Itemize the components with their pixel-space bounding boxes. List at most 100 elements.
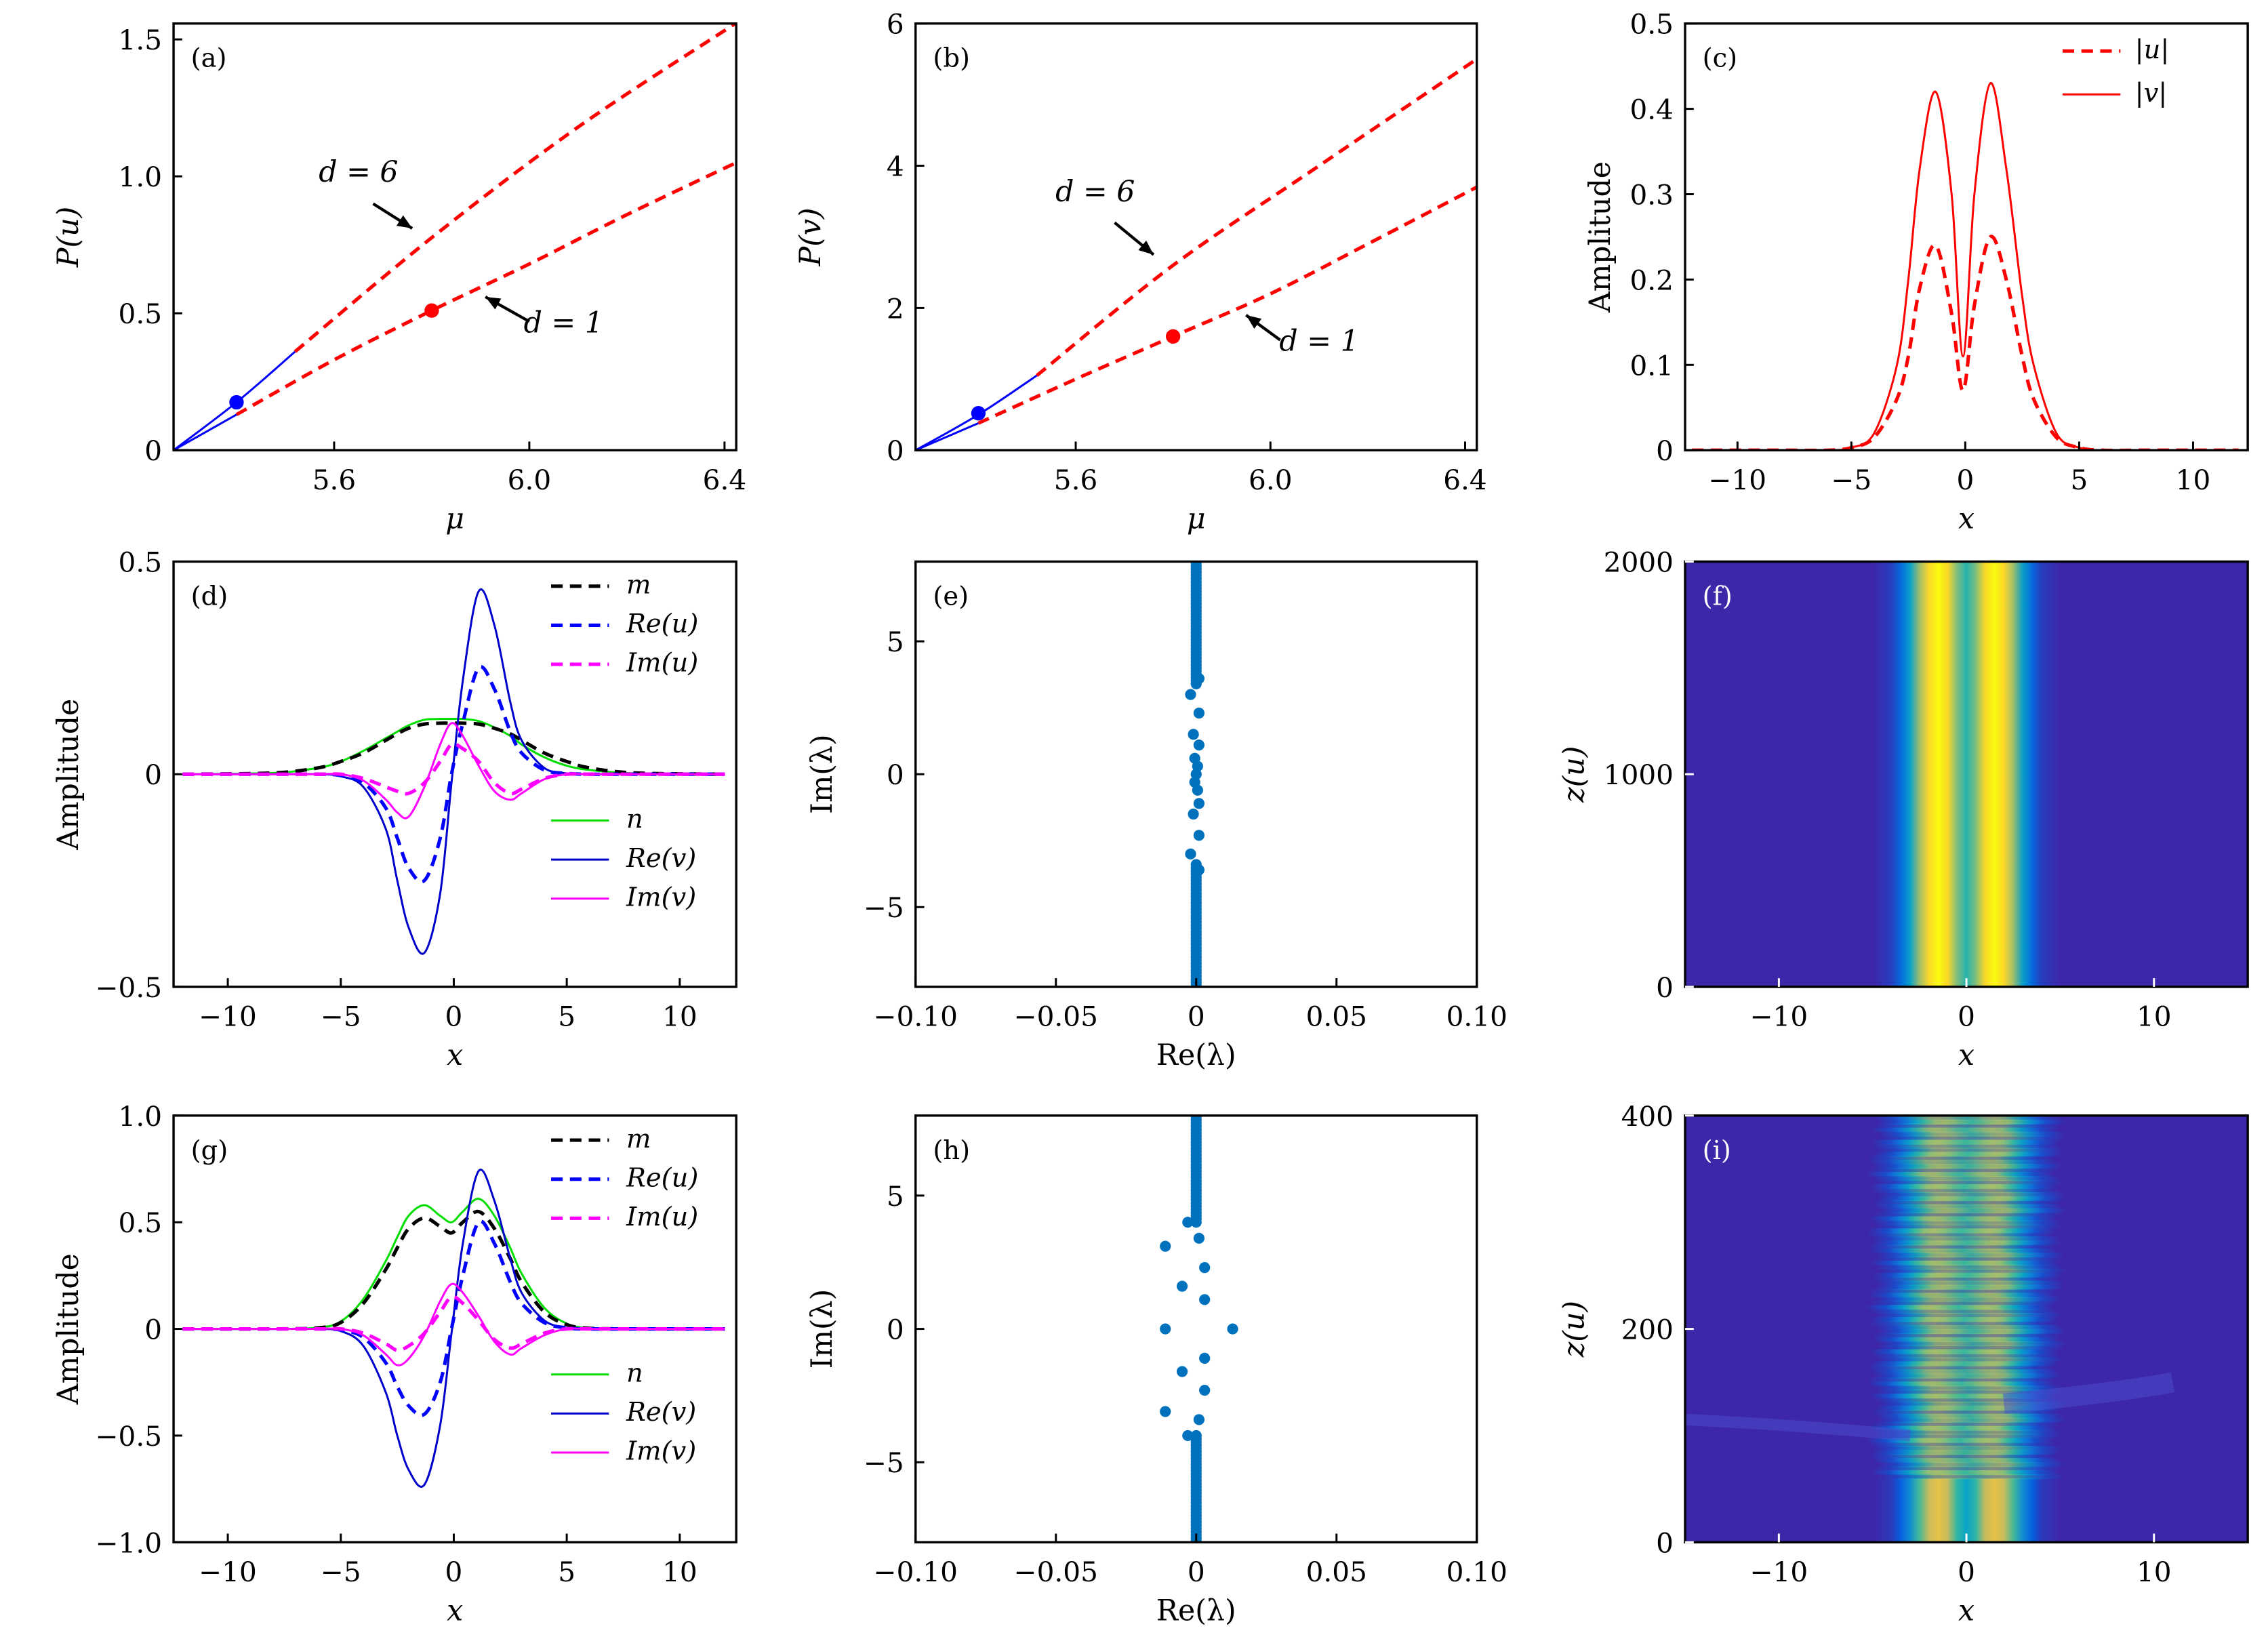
y-axis-label: z(u) — [1558, 746, 1592, 803]
x-tick-label: −10 — [1750, 1000, 1808, 1033]
legend-label: Re(v) — [626, 843, 696, 874]
y-axis-label: Amplitude — [52, 1253, 85, 1405]
panel-label: (f) — [1703, 582, 1733, 612]
heatmap-row — [1685, 1293, 2244, 1298]
heatmap-row — [1689, 1345, 2248, 1350]
series--v- — [1692, 82, 2239, 451]
heatmap-row — [1686, 1446, 2248, 1451]
annotation-label: d = 1 — [524, 306, 603, 340]
series-d-6-unstable — [1035, 58, 1477, 378]
heatmap-row — [1686, 1204, 2248, 1209]
heatmap-row — [1690, 1119, 2248, 1125]
heatmap-row — [1685, 1301, 2247, 1306]
x-tick-label: 0 — [1958, 1000, 1975, 1033]
heatmap-row — [1685, 1127, 2247, 1133]
x-tick-label: −5 — [321, 1556, 361, 1588]
heatmap-row — [1686, 1164, 2248, 1169]
x-tick-label: −10 — [1709, 464, 1767, 496]
heatmap-row — [1690, 1417, 2248, 1423]
eigenvalue-point — [1160, 1240, 1171, 1252]
x-tick-label: 0 — [1188, 1556, 1205, 1588]
heatmap-row — [1685, 1160, 2245, 1165]
x-axis-label: Re(λ) — [1156, 1038, 1236, 1072]
heatmap-row — [1685, 1188, 2246, 1194]
panel-label: (d) — [191, 582, 228, 612]
x-tick-label: −10 — [199, 1000, 257, 1033]
eigenvalue-point — [1191, 548, 1202, 559]
eigenvalue-point — [1193, 1232, 1205, 1244]
y-tick-label: −5 — [864, 891, 904, 924]
eigenvalue-point — [1193, 798, 1205, 809]
series-re-u- — [182, 1219, 725, 1417]
eigenvalue-point — [1199, 1261, 1211, 1274]
x-tick-label: 10 — [662, 1000, 697, 1033]
heatmap-row — [1685, 1200, 2247, 1205]
heatmap-row — [1685, 1232, 2242, 1238]
eigenvalue-point — [1191, 561, 1202, 565]
x-tick-label: −0.10 — [874, 1000, 958, 1033]
axes-frame — [1684, 22, 2249, 451]
heatmap-row — [1685, 1183, 2246, 1190]
heatmap-row — [1685, 1236, 2248, 1242]
y-axis-label: Amplitude — [1583, 161, 1617, 313]
y-tick-label: 5 — [887, 1180, 904, 1213]
y-tick-label: 1.5 — [119, 24, 162, 56]
panel-label: (i) — [1703, 1135, 1731, 1166]
heatmap-row — [1685, 1377, 2244, 1383]
x-axis-label: Re(λ) — [1156, 1594, 1236, 1628]
annotation-label: d = 6 — [1055, 175, 1135, 209]
legend-label: Re(u) — [626, 1162, 698, 1193]
marker-point — [971, 405, 986, 421]
heatmap-row — [1686, 1373, 2248, 1379]
heatmap-row — [1685, 1438, 2242, 1443]
y-axis-label: Im(λ) — [805, 1289, 839, 1369]
heatmap-row — [1685, 1168, 2245, 1173]
x-tick-label: 5 — [558, 1000, 575, 1033]
legend-label: n — [626, 1358, 643, 1388]
marker-point — [424, 303, 439, 318]
y-tick-label: 400 — [1621, 1100, 1674, 1133]
heatmap-row — [1685, 1260, 2246, 1266]
heatmap-row — [1688, 1280, 2248, 1286]
x-tick-label: 5 — [558, 1556, 575, 1588]
plot-area — [1185, 548, 1205, 987]
heatmap-row — [1690, 1131, 2248, 1137]
y-axis-label: P(u) — [52, 207, 85, 268]
heatmap-row — [1688, 1324, 2248, 1331]
panel-label: (a) — [191, 43, 227, 74]
plot-area — [1160, 1115, 1238, 1543]
y-axis-label: Im(λ) — [805, 734, 839, 814]
heatmap-row — [1690, 1462, 2248, 1467]
y-tick-label: 2 — [887, 292, 904, 325]
heatmap-row — [1691, 1135, 2248, 1141]
heatmap-row — [1688, 1357, 2248, 1362]
eigenvalue-point — [1176, 1366, 1188, 1377]
x-axis-label: x — [447, 1038, 463, 1072]
heatmap-row — [1685, 1409, 2246, 1415]
y-tick-label: 1.0 — [119, 161, 162, 193]
heatmap-row — [1688, 1405, 2248, 1411]
x-tick-label: 6.4 — [703, 464, 746, 496]
x-tick-label: 6.0 — [508, 464, 551, 496]
legend-label: Re(u) — [626, 609, 698, 639]
panel-f: −10 0 10 0 1000 2000 x z(u) (f) — [1558, 546, 2249, 1072]
y-tick-label: 1000 — [1604, 758, 1674, 791]
y-tick-label: 0 — [144, 1314, 162, 1346]
heatmap-row — [1685, 1244, 2242, 1250]
heatmap-row — [1685, 1349, 2246, 1354]
heatmap-row — [1685, 1361, 2246, 1366]
y-tick-label: 2000 — [1604, 546, 1674, 578]
eigenvalue-point — [1194, 1115, 1198, 1116]
panel-label: (e) — [933, 582, 969, 612]
eigenvalue-point — [1191, 1115, 1202, 1119]
eigenvalue-point — [1199, 1352, 1211, 1364]
heatmap-row — [1688, 1413, 2248, 1419]
x-tick-label: 6.4 — [1443, 464, 1486, 496]
series-d-1-unstable — [977, 185, 1477, 425]
x-axis-label: x — [1958, 1038, 1975, 1072]
heatmap-row — [1689, 1252, 2248, 1258]
series-d-1-unstable — [235, 161, 737, 416]
heatmap-row — [1685, 1381, 2243, 1387]
